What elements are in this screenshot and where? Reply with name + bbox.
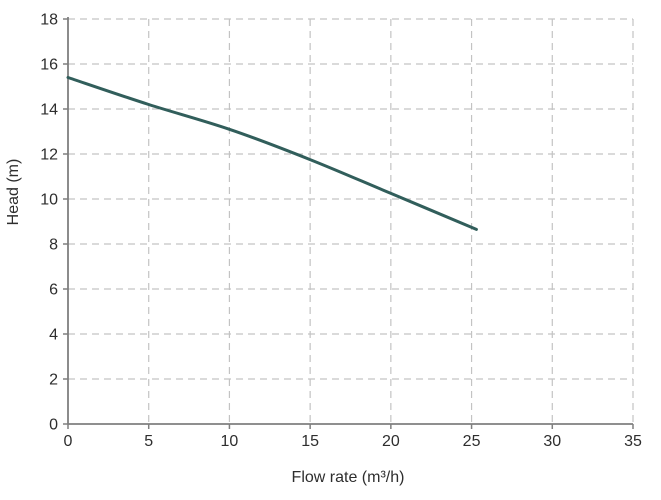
x-tick-label: 0 (64, 433, 73, 450)
y-tick-label: 8 (49, 237, 58, 254)
y-tick-label: 10 (40, 192, 58, 209)
y-tick-label: 6 (49, 282, 58, 299)
y-tick-label: 14 (40, 102, 58, 119)
x-tick-labels: 0 5 10 15 20 25 30 35 (64, 433, 642, 450)
axes (67, 17, 633, 425)
x-tick-label: 30 (543, 433, 561, 450)
tick-marks (63, 18, 634, 429)
pump-curve-line (66, 76, 478, 231)
x-axis-title: Flow rate (m³/h) (292, 469, 405, 486)
y-tick-labels: 0 2 4 6 8 10 12 14 16 18 (40, 12, 58, 434)
y-tick-label: 0 (49, 417, 58, 434)
y-axis-title: Head (m) (5, 159, 22, 226)
gridlines (68, 18, 634, 424)
x-tick-label: 25 (463, 433, 481, 450)
y-tick-label: 18 (40, 12, 58, 29)
x-tick-label: 20 (382, 433, 400, 450)
x-tick-label: 5 (144, 433, 153, 450)
y-tick-label: 4 (49, 327, 58, 344)
y-tick-label: 16 (40, 57, 58, 74)
x-tick-label: 10 (221, 433, 239, 450)
x-tick-label: 15 (301, 433, 319, 450)
x-tick-label: 35 (624, 433, 642, 450)
y-tick-label: 12 (40, 147, 58, 164)
y-tick-label: 2 (49, 372, 58, 389)
